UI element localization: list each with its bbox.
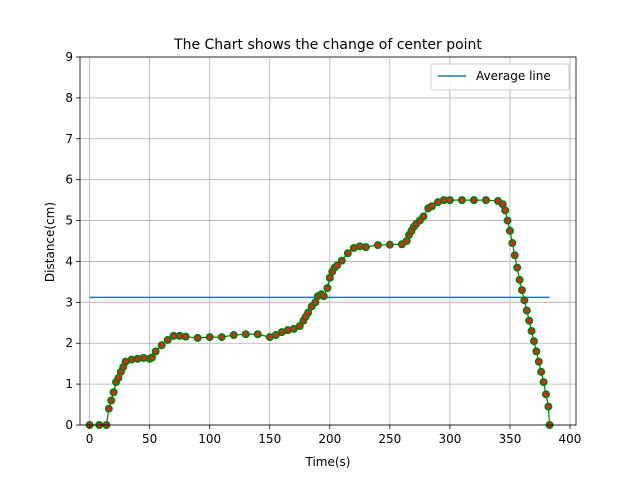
legend-box (430, 63, 570, 91)
distance-point (503, 216, 512, 225)
distance-point (151, 347, 160, 356)
tick-layer: 0 50 100 150 200 250 300 350 400 0 1 2 3 4 5 6 7 8 9 (65, 50, 581, 446)
distance-point (343, 249, 352, 258)
distance-point (205, 333, 214, 342)
distance-point (515, 275, 524, 284)
distance-point (544, 402, 553, 411)
x-tick-label: 200 (318, 432, 341, 446)
x-tick-label: 300 (438, 432, 461, 446)
distance-point (271, 331, 280, 340)
x-tick-label: 100 (198, 432, 221, 446)
y-tick-label: 6 (65, 173, 73, 187)
distance-point (534, 357, 543, 366)
x-tick-label: 150 (258, 432, 281, 446)
grid (80, 56, 576, 426)
x-tick-label: 250 (378, 432, 401, 446)
x-tick-label: 400 (559, 432, 582, 446)
series-layer (85, 196, 554, 429)
legend: Average line (430, 63, 570, 91)
x-axis-label: Time(s) (305, 455, 351, 469)
distance-point (319, 292, 328, 301)
distance-point (337, 256, 346, 265)
distance-point (541, 390, 550, 399)
y-tick-label: 8 (65, 91, 73, 105)
distance-point (148, 353, 157, 362)
y-tick-label: 7 (65, 132, 73, 146)
distance-point (181, 332, 190, 341)
distance-point (163, 335, 172, 344)
plot-frame (79, 56, 577, 426)
distance-point (532, 347, 541, 356)
distance-point (109, 388, 118, 397)
distance-point (445, 196, 454, 205)
distance-point (527, 326, 536, 335)
distance-point (520, 296, 529, 305)
distance-point (529, 337, 538, 346)
distance-point (385, 240, 394, 249)
distance-point (419, 212, 428, 221)
y-tick-label: 2 (65, 336, 73, 350)
y-axis-label: Distance(cm) (43, 202, 57, 282)
distance-point (505, 226, 514, 235)
distance-point (193, 333, 202, 342)
chart-title: The Chart shows the change of center poi… (173, 37, 482, 53)
y-tick-label: 1 (65, 377, 73, 391)
distance-point (217, 333, 226, 342)
distance-point (517, 286, 526, 295)
x-tick-label: 0 (86, 432, 94, 446)
distance-point (513, 263, 522, 272)
distance-point (289, 324, 298, 333)
distance-point (481, 196, 490, 205)
plot-frame-border (79, 56, 577, 426)
distance-point (333, 261, 342, 270)
x-tick-label: 50 (142, 432, 157, 446)
distance-point (522, 306, 531, 315)
distance-point (107, 396, 116, 405)
distance-point (361, 243, 370, 252)
distance-point (501, 206, 510, 215)
distance-point (253, 330, 262, 339)
y-tick-label: 9 (65, 50, 73, 64)
distance-point (104, 404, 113, 413)
y-tick-label: 3 (65, 295, 73, 309)
distance-point (427, 202, 436, 211)
distance-point (508, 239, 517, 248)
y-tick-label: 5 (65, 214, 73, 228)
x-tick-label: 350 (498, 432, 521, 446)
distance-point (157, 341, 166, 350)
distance-point (295, 322, 304, 331)
distance-point (457, 196, 466, 205)
distance-series-line (89, 199, 551, 426)
distance-point (304, 308, 313, 317)
distance-point (525, 316, 534, 325)
distance-point (323, 284, 332, 293)
legend-label-average-line: Average line (476, 69, 551, 83)
distance-point (373, 241, 382, 250)
distance-point (510, 251, 519, 260)
distance-point (537, 367, 546, 376)
distance-point (241, 330, 250, 339)
distance-point (539, 378, 548, 387)
y-tick-label: 4 (65, 254, 73, 268)
y-tick-label: 0 (65, 418, 73, 432)
distance-point (229, 331, 238, 340)
distance-point (469, 196, 478, 205)
